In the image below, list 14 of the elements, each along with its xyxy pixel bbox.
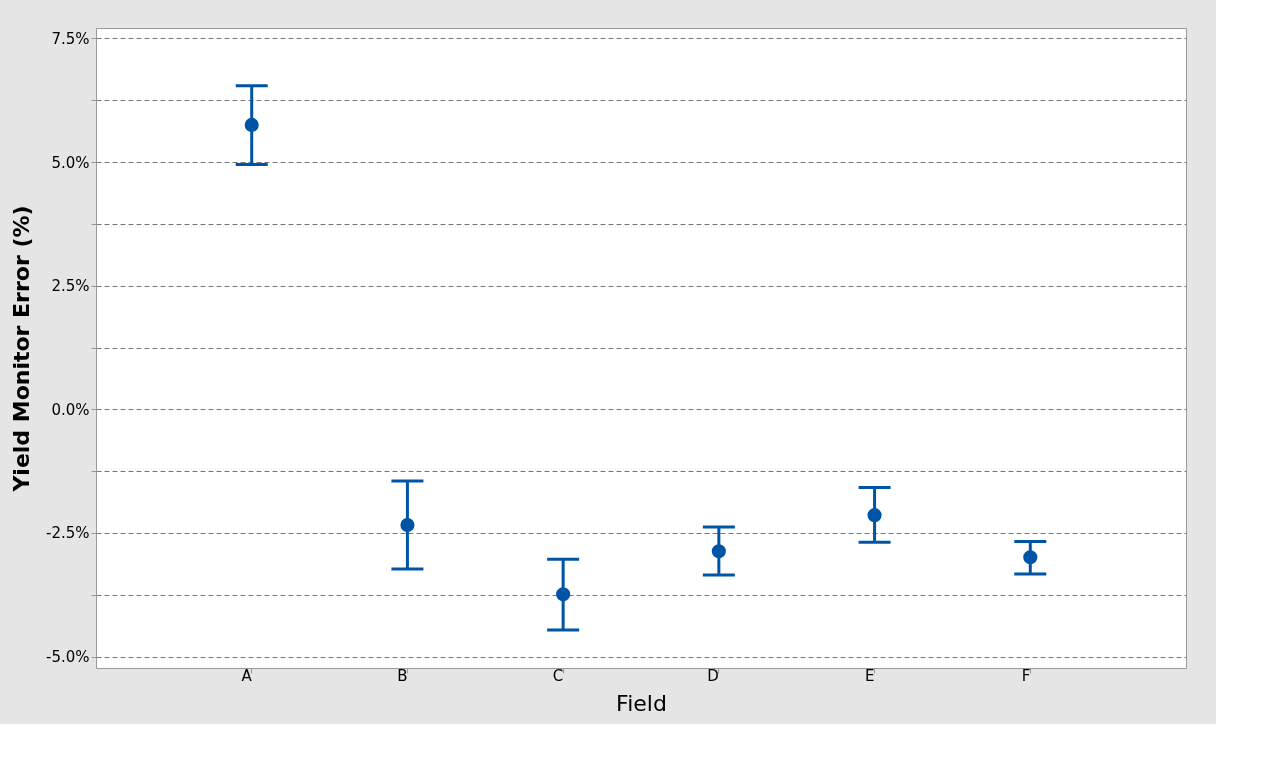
x-tick-label: A [241, 666, 253, 685]
x-tick-label: C [552, 666, 564, 685]
y-axis-title: Yield Monitor Error (%) [8, 205, 34, 493]
x-tick-label: D [707, 666, 719, 685]
y-tick-label: 5.0% [51, 153, 90, 172]
x-tick-label: F [1021, 666, 1031, 685]
y-tick-label: -5.0% [45, 648, 90, 667]
y-tick-label: 0.0% [51, 400, 90, 419]
x-tick-label: B [397, 666, 408, 685]
y-tick-label: 2.5% [51, 277, 90, 296]
y-tick-label: 7.5% [51, 29, 90, 48]
x-tick-label: E [865, 666, 875, 685]
x-axis-title: Field [616, 690, 667, 716]
y-tick-label: -2.5% [45, 524, 90, 543]
